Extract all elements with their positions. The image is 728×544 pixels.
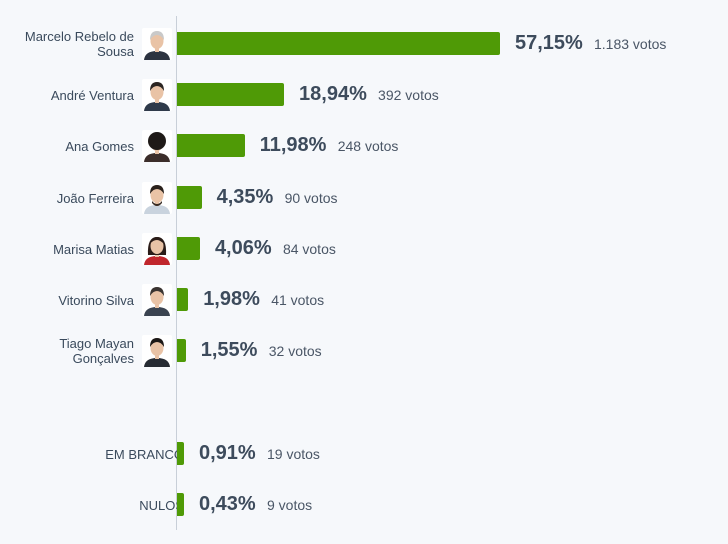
candidate-label: André Ventura — [50, 87, 134, 103]
result-bar — [177, 83, 285, 106]
result-row: João Ferreira 4,35% 90 votos — [0, 178, 728, 218]
candidate-avatar — [142, 335, 172, 367]
percentage-label: 1,55% — [200, 339, 258, 361]
percentage-label: 4,06% — [214, 237, 272, 259]
votes-label: 1.183 votos — [594, 36, 667, 52]
percentage-label: 1,98% — [203, 288, 260, 310]
result-row: NULOS 0,43% 9 votos — [0, 485, 728, 525]
votes-label: 90 votos — [284, 190, 338, 206]
result-row: Marisa Matias 4,06% 84 votos — [0, 229, 728, 269]
votes-label: 9 votos — [267, 497, 313, 513]
result-row: Ana Gomes 11,98% 248 votos — [0, 126, 728, 166]
result-bar — [177, 134, 245, 157]
result-bar — [177, 237, 200, 260]
votes-label: 392 votos — [378, 87, 439, 103]
result-row: EM BRANCO 0,91% 19 votos — [0, 434, 728, 474]
percentage-label: 4,35% — [216, 186, 274, 208]
votes-label: 84 votos — [282, 241, 336, 257]
percentage-label: 0,91% — [199, 442, 256, 464]
candidate-label: EM BRANCO — [105, 446, 184, 462]
result-bar — [177, 288, 189, 311]
candidate-avatar — [142, 233, 172, 265]
candidate-avatar — [142, 284, 172, 316]
candidate-label: Vitorino Silva — [58, 292, 134, 308]
result-row: Marcelo Rebelo de Sousa 57,15% 1.183 votos — [0, 24, 728, 64]
candidate-avatar — [142, 130, 172, 162]
candidate-avatar — [142, 28, 172, 60]
percentage-label: 11,98% — [259, 134, 327, 156]
axis-line — [176, 16, 177, 530]
result-bar — [177, 32, 500, 55]
candidate-label: Tiago Mayan Gonçalves — [59, 336, 134, 366]
percentage-label: 0,43% — [199, 493, 256, 515]
result-row: André Ventura 18,94% 392 votos — [0, 75, 728, 115]
candidate-avatar — [142, 182, 172, 214]
candidate-label: Marisa Matias — [53, 241, 134, 257]
result-bar — [177, 339, 186, 362]
candidate-label: João Ferreira — [56, 190, 134, 206]
votes-label: 32 votos — [268, 343, 322, 359]
candidate-label: Marcelo Rebelo de Sousa — [24, 29, 134, 59]
votes-label: 19 votos — [267, 446, 320, 462]
votes-label: 41 votos — [271, 292, 325, 308]
result-bar — [177, 493, 184, 516]
result-bar — [177, 186, 202, 209]
result-row: Vitorino Silva 1,98% 41 votos — [0, 280, 728, 320]
percentage-label: 57,15% — [515, 32, 583, 54]
candidate-label: NULOS — [139, 497, 184, 513]
result-row: Tiago Mayan Gonçalves 1,55% 32 votos — [0, 331, 728, 371]
votes-label: 248 votos — [337, 138, 399, 154]
candidate-avatar — [142, 79, 172, 111]
percentage-label: 18,94% — [299, 83, 367, 105]
candidate-label: Ana Gomes — [65, 138, 134, 154]
result-bar — [177, 442, 184, 465]
